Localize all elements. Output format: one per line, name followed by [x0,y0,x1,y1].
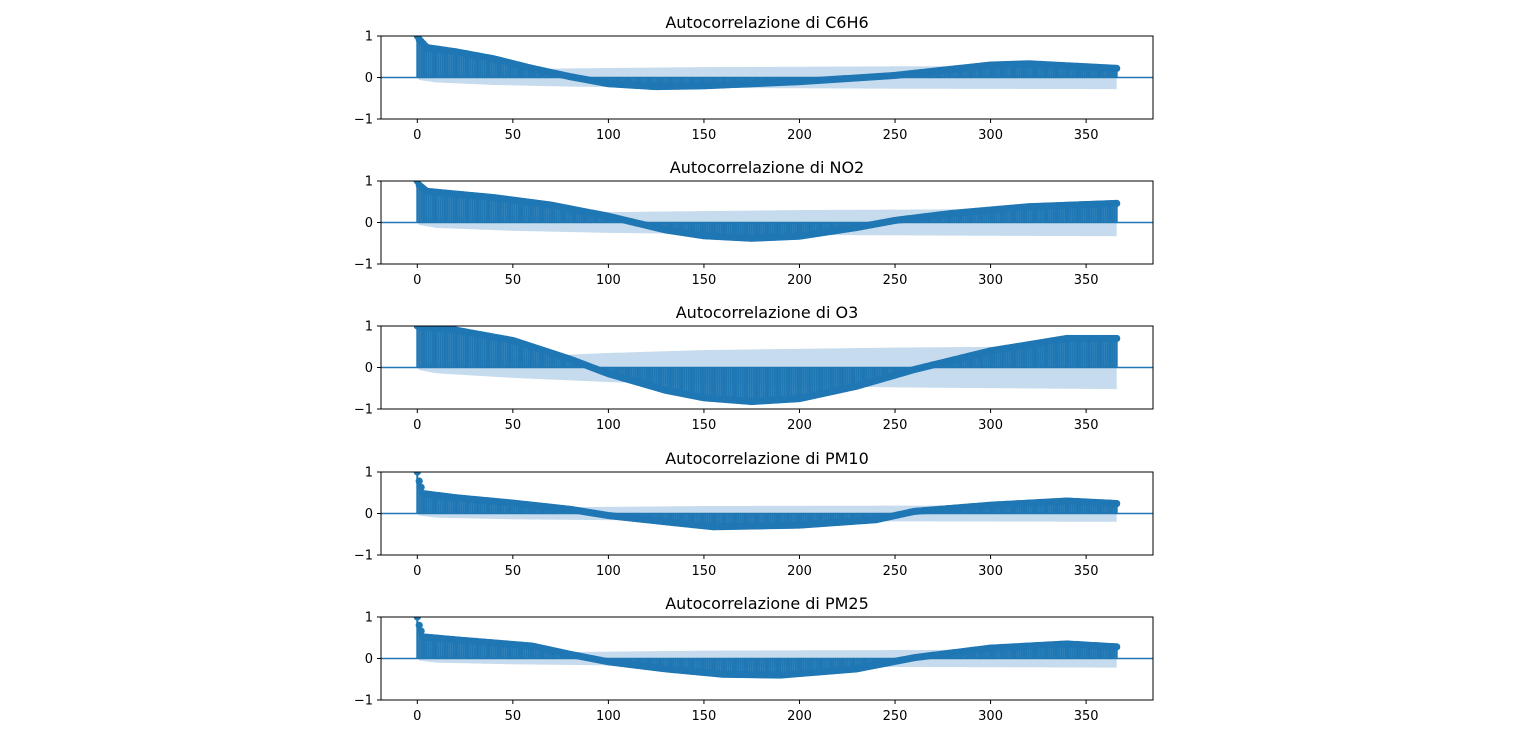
y-tick-label: 1 [365,611,373,626]
x-tick-label: 200 [787,564,812,579]
x-tick-label: 250 [883,418,908,433]
acf-marker [413,472,421,476]
y-tick-label: −1 [354,549,373,564]
x-tick-label: 50 [505,273,522,288]
chart-title: Autocorrelazione di PM25 [665,594,869,613]
acf-marker [1113,499,1121,508]
y-tick-label: 1 [365,466,373,481]
acf-marker [413,617,421,621]
y-tick-label: −1 [354,258,373,273]
y-tick-label: 0 [365,216,373,231]
acf-panel: Autocorrelazione di PM25 0 50 100 150 200 250 3… [354,594,1154,724]
y-tick-label: 0 [365,71,373,86]
acf-marker [417,627,425,635]
x-tick-label: 250 [883,128,908,143]
y-tick-label: 1 [365,320,373,335]
acf-marker [417,483,425,491]
acf-marker [1113,643,1121,651]
x-tick-label: 100 [596,418,621,433]
x-tick-label: 150 [692,709,717,724]
y-tick-label: 0 [365,507,373,522]
x-tick-label: 0 [413,709,421,724]
chart-title: Autocorrelazione di PM10 [665,449,869,468]
acf-marker [415,477,423,485]
x-tick-label: 200 [787,709,812,724]
x-tick-label: 350 [1074,418,1099,433]
y-tick-label: −1 [354,694,373,709]
acf-marker [1113,64,1121,72]
acf-panel: Autocorrelazione di PM10 0 50 100 150 200 250 3… [354,449,1154,579]
x-tick-label: 50 [505,564,522,579]
x-tick-label: 0 [413,418,421,433]
x-tick-label: 150 [692,273,717,288]
x-tick-label: 150 [692,128,717,143]
acf-marker [1113,334,1121,343]
x-tick-label: 250 [883,273,908,288]
plot-area [381,326,1153,406]
x-tick-label: 100 [596,564,621,579]
y-tick-label: 0 [365,361,373,376]
chart-title: Autocorrelazione di O3 [676,303,859,322]
x-tick-label: 0 [413,128,421,143]
x-tick-label: 100 [596,273,621,288]
x-tick-label: 300 [978,564,1003,579]
x-tick-label: 200 [787,128,812,143]
x-tick-label: 100 [596,128,621,143]
y-tick-label: 0 [365,652,373,667]
y-tick-label: 1 [365,30,373,45]
x-tick-label: 0 [413,564,421,579]
x-tick-label: 250 [883,564,908,579]
x-tick-label: 50 [505,128,522,143]
x-tick-label: 300 [978,709,1003,724]
x-tick-label: 300 [978,273,1003,288]
x-tick-label: 350 [1074,128,1099,143]
x-tick-label: 250 [883,709,908,724]
x-tick-label: 300 [978,128,1003,143]
x-tick-label: 0 [413,273,421,288]
plot-area [381,36,1153,91]
y-tick-label: −1 [354,403,373,418]
x-tick-label: 50 [505,709,522,724]
acf-panel: Autocorrelazione di NO2 0 50 100 150 200 250 30… [354,158,1154,288]
plot-area [381,181,1153,242]
x-tick-label: 100 [596,709,621,724]
x-tick-label: 300 [978,418,1003,433]
acf-panel: Autocorrelazione di C6H6 0 50 100 150 200 250 3… [354,13,1154,143]
x-tick-label: 350 [1074,273,1099,288]
acf-marker [415,621,423,629]
y-tick-label: −1 [354,113,373,128]
chart-title: Autocorrelazione di NO2 [670,158,864,177]
chart-title: Autocorrelazione di C6H6 [665,13,868,32]
x-tick-label: 150 [692,418,717,433]
acf-panel: Autocorrelazione di O3 0 50 100 150 200 250 300… [354,303,1154,433]
plot-area [381,617,1153,679]
x-tick-label: 350 [1074,709,1099,724]
plot-area [381,472,1153,531]
acf-marker [1113,199,1121,208]
x-tick-label: 200 [787,418,812,433]
x-tick-label: 50 [505,418,522,433]
x-tick-label: 150 [692,564,717,579]
x-tick-label: 200 [787,273,812,288]
x-tick-label: 350 [1074,564,1099,579]
y-tick-label: 1 [365,175,373,190]
